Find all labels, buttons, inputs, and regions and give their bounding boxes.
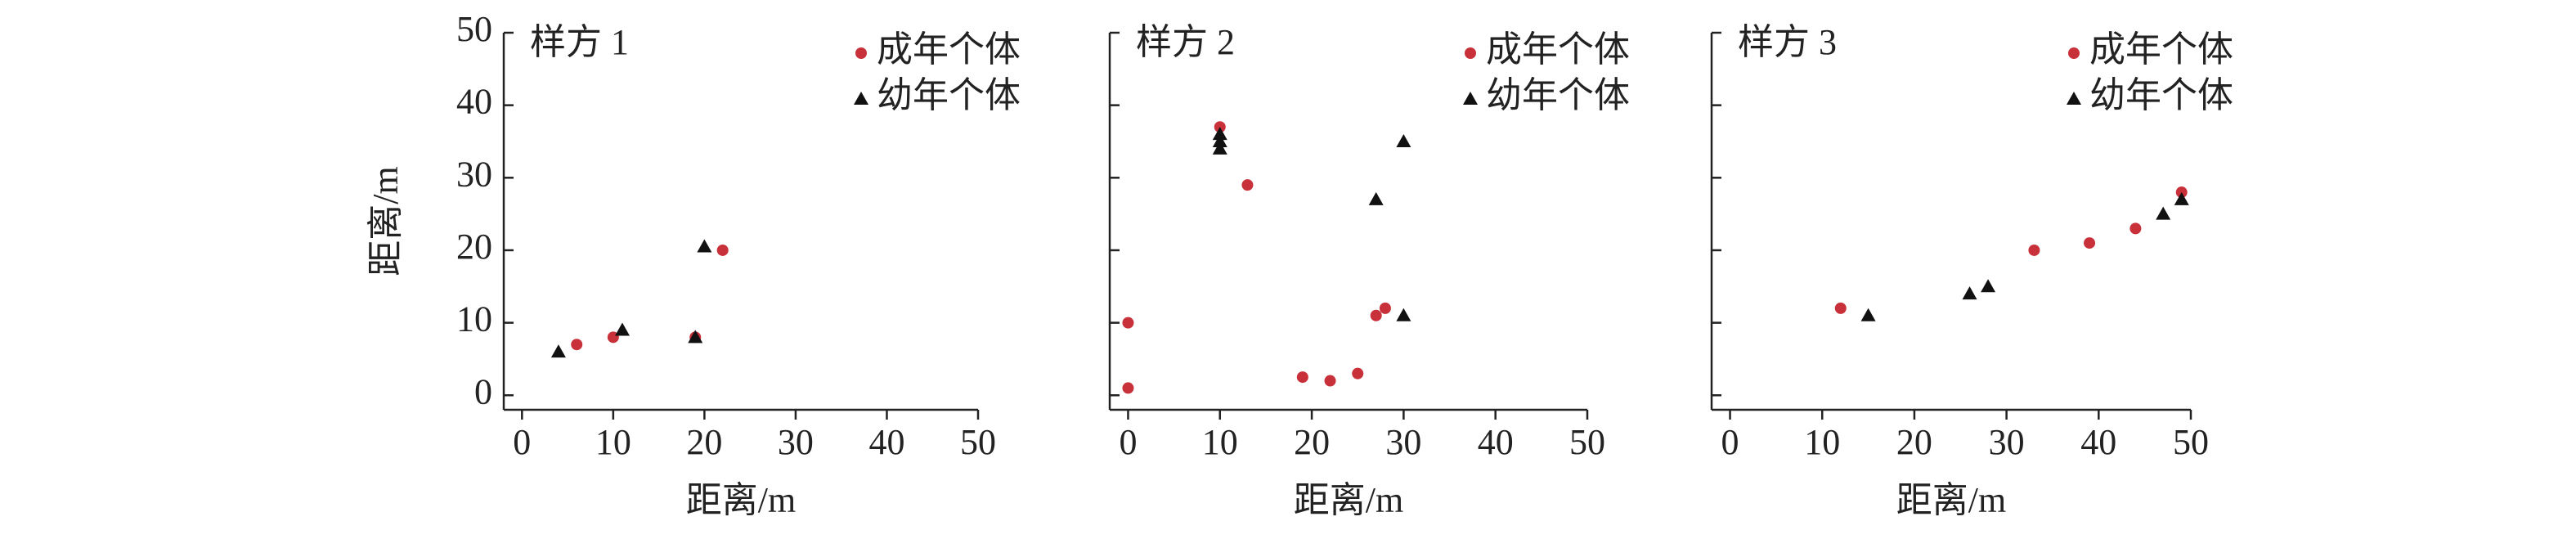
legend-label: 幼年个体 xyxy=(877,75,1021,115)
x-tick-label: 10 xyxy=(1804,422,1840,462)
point xyxy=(2129,222,2142,235)
y-tick-label: 40 xyxy=(456,82,492,122)
point xyxy=(1122,382,1134,394)
point xyxy=(1962,286,1977,300)
point xyxy=(1860,308,1876,321)
point xyxy=(2028,244,2040,256)
legend-label: 幼年个体 xyxy=(1486,75,1630,115)
legend-marker xyxy=(1465,47,1476,59)
legend-marker xyxy=(1463,92,1478,105)
x-tick-label: 10 xyxy=(1202,422,1238,462)
x-tick-label: 20 xyxy=(686,422,722,462)
x-tick-label: 20 xyxy=(1294,422,1330,462)
x-tick-label: 50 xyxy=(1569,422,1605,462)
legend-marker xyxy=(855,47,867,59)
point xyxy=(2174,191,2189,205)
x-tick-label: 30 xyxy=(1385,422,1421,462)
point xyxy=(1834,302,1847,314)
y-tick-label: 30 xyxy=(456,154,492,194)
point xyxy=(1324,375,1336,387)
x-tick-label: 50 xyxy=(2173,422,2209,462)
point xyxy=(1241,179,1254,191)
point xyxy=(697,239,712,253)
point xyxy=(1396,308,1411,321)
x-axis-label: 距离/m xyxy=(686,480,796,520)
point xyxy=(716,244,729,256)
point xyxy=(1396,133,1411,147)
legend-marker xyxy=(2067,92,2081,105)
point xyxy=(1370,309,1382,321)
x-axis-label: 距离/m xyxy=(1294,480,1403,520)
x-tick-label: 10 xyxy=(595,422,631,462)
point xyxy=(1981,279,1996,293)
x-tick-label: 0 xyxy=(1721,422,1739,462)
y-tick-label: 50 xyxy=(456,9,492,49)
legend-marker xyxy=(854,92,868,105)
y-tick-label: 10 xyxy=(456,299,492,339)
y-axis-label: 距离/m xyxy=(366,166,406,276)
point xyxy=(1352,367,1364,380)
point xyxy=(550,344,566,358)
x-tick-label: 30 xyxy=(778,422,814,462)
panel-title: 样方 3 xyxy=(1738,22,1837,62)
x-tick-label: 50 xyxy=(960,422,996,462)
panel-title: 样方 2 xyxy=(1136,22,1235,62)
point xyxy=(2156,206,2171,220)
point xyxy=(1296,371,1308,384)
legend-label: 成年个体 xyxy=(2089,29,2233,70)
panel-title: 样方 1 xyxy=(530,22,629,62)
x-tick-label: 30 xyxy=(1989,422,2025,462)
x-tick-label: 40 xyxy=(868,422,904,462)
point xyxy=(1212,141,1227,155)
point xyxy=(1379,302,1391,314)
y-tick-label: 20 xyxy=(456,227,492,267)
x-tick-label: 20 xyxy=(1896,422,1932,462)
legend-label: 幼年个体 xyxy=(2089,75,2233,115)
legend-label: 成年个体 xyxy=(877,29,1021,70)
point xyxy=(571,339,583,351)
point xyxy=(615,322,630,336)
x-tick-label: 0 xyxy=(1119,422,1137,462)
point xyxy=(1122,317,1134,329)
point xyxy=(2084,237,2096,249)
legend-marker xyxy=(2068,47,2080,59)
point xyxy=(688,330,703,344)
y-tick-label: 0 xyxy=(474,371,492,411)
x-tick-label: 40 xyxy=(1478,422,1514,462)
x-tick-label: 0 xyxy=(513,422,531,462)
x-axis-label: 距离/m xyxy=(1896,480,2006,520)
point xyxy=(1212,127,1227,141)
point xyxy=(1368,191,1384,205)
x-tick-label: 40 xyxy=(2080,422,2116,462)
point xyxy=(1212,133,1227,147)
legend-label: 成年个体 xyxy=(1486,29,1630,70)
